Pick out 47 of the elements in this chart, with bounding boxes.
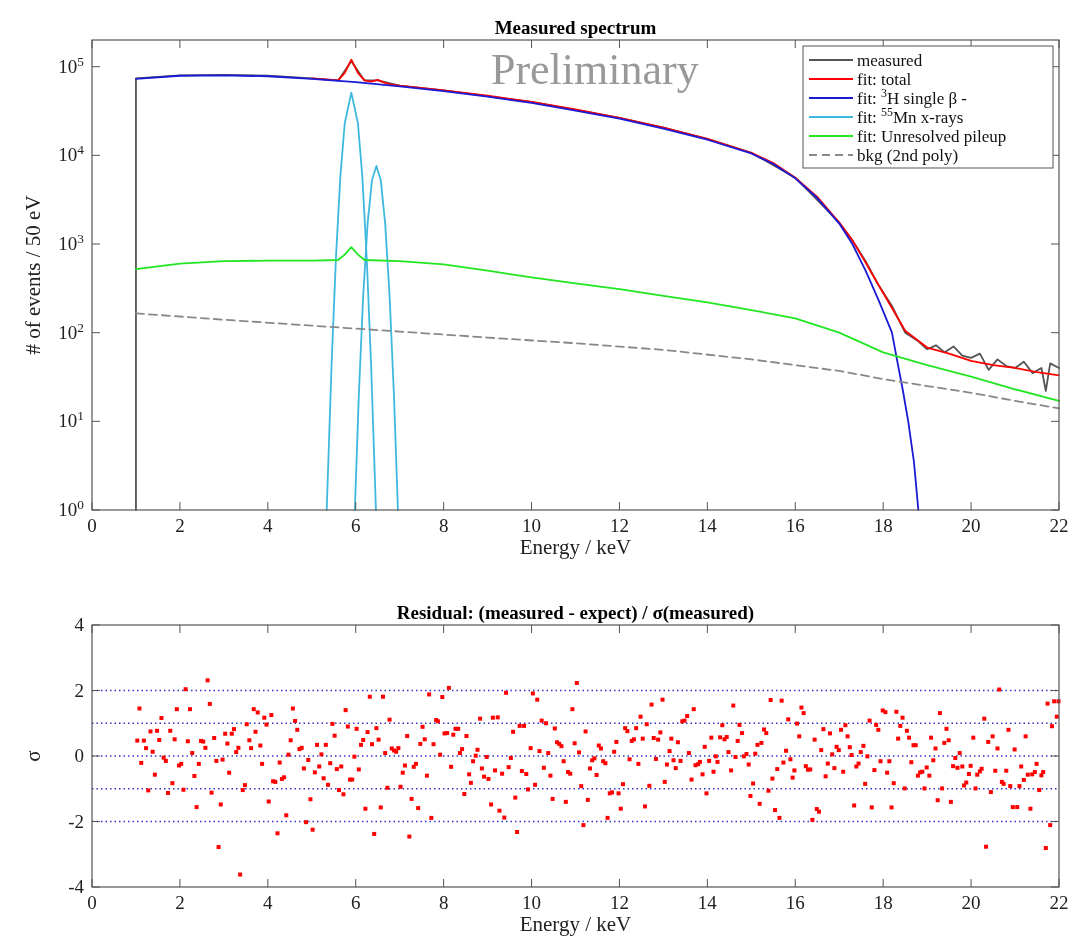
x-tick-label: 22: [1049, 892, 1069, 913]
x-axis-title: Energy / keV: [519, 535, 632, 559]
x-tick-label: 8: [438, 892, 449, 913]
x-tick-label: 20: [961, 892, 981, 913]
x-tick-label: 22: [1049, 515, 1069, 536]
x-tick-label: 18: [873, 515, 893, 536]
x-tick-label: 12: [609, 892, 629, 913]
legend-label: bkg (2nd poly): [857, 146, 959, 165]
y-tick-label: -4: [68, 876, 85, 897]
y-tick-label: -2: [68, 810, 84, 832]
x-tick-label: 18: [873, 892, 893, 913]
x-tick-label: 20: [961, 515, 981, 536]
chart-title: Residual: (measured - expect) / σ(measured): [396, 602, 755, 624]
y-tick-label: 4: [74, 614, 85, 635]
x-tick-label: 10: [522, 515, 542, 536]
x-tick-label: 4: [263, 515, 274, 536]
y-tick-label: 10$^{3}$: [58, 230, 85, 255]
y-tick-label: 10$^{5}$: [58, 53, 85, 77]
y-axis-title: σ: [21, 750, 45, 762]
y-tick-label: 10$^{4}$: [58, 141, 85, 166]
annotation: Preliminary: [490, 45, 699, 94]
legend-label: fit: total: [857, 70, 912, 89]
line-series: [135, 312, 1060, 410]
line-series: [135, 246, 1060, 402]
legend-label: fit: $^{3}$H single β -: [857, 86, 968, 108]
x-tick-label: 12: [609, 515, 629, 536]
y-tick-label: 2: [74, 679, 84, 701]
legend-label: measured: [857, 51, 923, 70]
y-tick-label: 0: [74, 745, 84, 766]
x-tick-label: 4: [263, 892, 274, 913]
y-axis-title: # of events / 50 eV: [21, 195, 45, 355]
x-tick-label: 6: [350, 892, 361, 913]
x-tick-label: 10: [522, 892, 542, 913]
x-tick-label: 14: [697, 892, 718, 913]
chart-title: Measured spectrum: [494, 17, 657, 38]
y-tick-label: 10$^{1}$: [58, 407, 84, 432]
x-tick-label: 14: [697, 515, 718, 536]
x-tick-label: 16: [785, 892, 805, 913]
x-tick-label: 6: [350, 515, 361, 536]
x-axis-title: Energy / keV: [519, 912, 632, 936]
x-tick-label: 16: [785, 515, 805, 536]
x-tick-label: 2: [175, 515, 185, 536]
y-tick-label: 10$^{2}$: [58, 319, 84, 343]
x-tick-label: 8: [438, 515, 449, 536]
x-tick-label: 2: [175, 892, 185, 913]
legend-label: fit: Unresolved pileup: [857, 127, 1007, 146]
y-tick-label: 10$^{0}$: [58, 496, 85, 520]
